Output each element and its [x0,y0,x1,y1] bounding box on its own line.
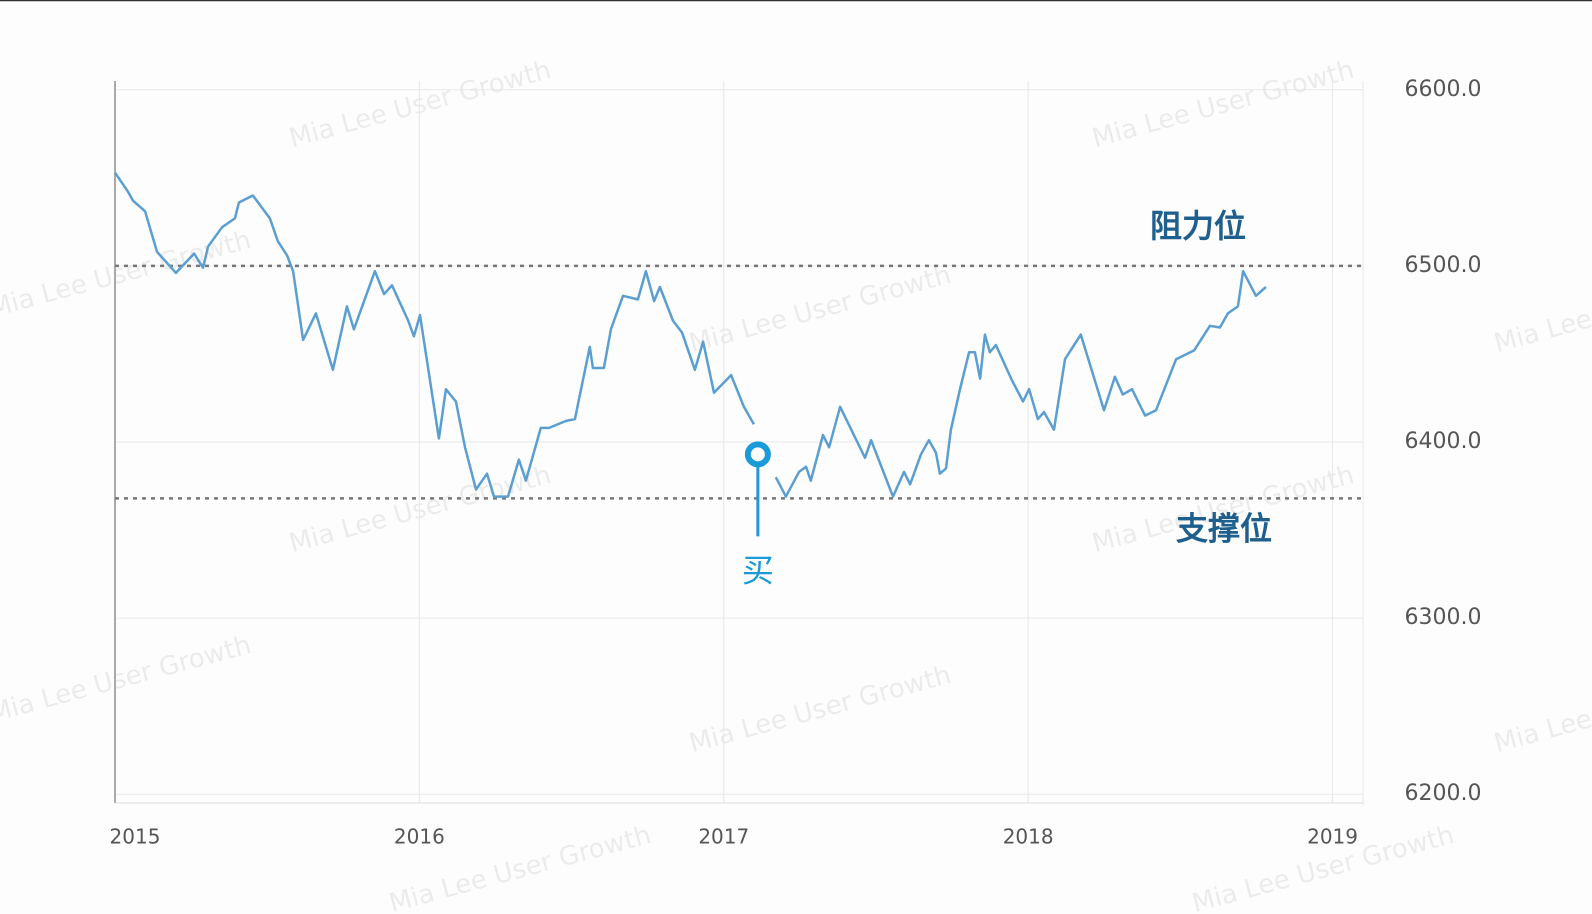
x-tick-label: 2017 [698,825,749,849]
y-tick-label: 6400.0 [1405,429,1482,454]
reference-label: 阻力位 [1150,207,1246,245]
x-tick-label: 2015 [110,825,161,849]
x-tick-label: 2016 [394,825,445,849]
x-tick-label: 2019 [1307,825,1358,849]
annotation-label: 买 [742,551,774,589]
y-tick-label: 6500.0 [1405,253,1482,278]
reference-label: 支撑位 [1176,509,1272,547]
price-line [113,171,1267,498]
y-tick-label: 6300.0 [1405,605,1482,630]
y-tick-label: 6200.0 [1405,781,1482,806]
annotation-marker [744,441,771,468]
x-tick-label: 2018 [1003,825,1054,849]
y-tick-label: 6600.0 [1405,77,1482,102]
